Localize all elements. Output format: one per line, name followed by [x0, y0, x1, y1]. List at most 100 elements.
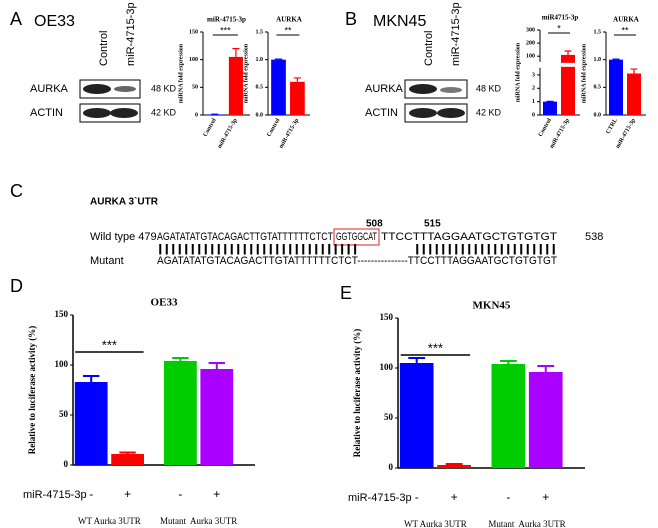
binding-site-box [333, 228, 380, 246]
category-label: miR-4715-3p [278, 117, 300, 149]
band [110, 108, 138, 118]
panel-letter: B [345, 9, 357, 29]
y-tick-label: 0.5 [594, 85, 602, 91]
error-bar [499, 360, 517, 364]
significance: ** [621, 25, 629, 35]
bar [164, 361, 197, 465]
panel-letter: E [340, 283, 352, 303]
category-label: miR-4715-3p [549, 117, 571, 149]
y-tick-label: 50 [59, 409, 69, 419]
band [437, 108, 465, 118]
band [83, 84, 111, 94]
lane-label: Control [423, 31, 435, 66]
y-tick-label: 0 [389, 462, 394, 472]
band [83, 108, 111, 118]
y-tick-label: 200 [526, 40, 535, 46]
row-label: miR-4715-3p [348, 492, 412, 504]
category-label: miR-4715-3p [615, 117, 637, 149]
group-label: WT Aurka 3UTR [78, 516, 141, 526]
bar [399, 363, 434, 468]
y-tick-label: 150 [189, 29, 198, 35]
error-bar [208, 362, 225, 369]
panel-letter: C [10, 181, 23, 201]
y-tick-label: 2 [532, 86, 535, 92]
error-bar [630, 68, 638, 74]
sequence: AGATATATGTACAGACTTGTATTTTTTCTCT---------… [157, 255, 557, 267]
error-bar [564, 50, 572, 55]
binding-site: GGTGGCAT [336, 231, 377, 243]
category-label: - [89, 487, 93, 501]
pairing: ||||||||||||||||||||||||||||||| ||||||||… [157, 243, 557, 255]
y-tick-label: 50 [384, 412, 394, 422]
error-bar [537, 365, 555, 372]
category-label: - [506, 490, 510, 504]
size-label: 42 KD [151, 107, 177, 117]
band [440, 87, 462, 93]
site-start: 508 [366, 219, 383, 230]
error-bar [612, 58, 620, 60]
chart-title: AURKA [276, 16, 302, 24]
error-bar [232, 48, 240, 57]
chart-title: miR-4715-3p [207, 16, 246, 24]
category-label: - [178, 487, 182, 501]
axis-break [536, 61, 580, 68]
y-tick-label: 50 [192, 85, 198, 91]
band [409, 108, 437, 118]
bar [111, 454, 144, 465]
y-axis-label: Relative to luciferase activity (%) [27, 326, 37, 454]
sequence: AGATATATGTACAGACTTGTATTTTTTCTCT [157, 231, 333, 243]
band [114, 86, 136, 92]
bar-break [560, 62, 576, 67]
category-label: Control [203, 117, 218, 138]
significance: ** [284, 25, 292, 35]
category-label: + [451, 490, 458, 504]
y-tick-label: 1.0 [594, 57, 602, 63]
lane-label: Control [98, 31, 110, 66]
y-tick-label: 0.5 [256, 85, 264, 91]
bar [74, 382, 108, 465]
bar [528, 372, 563, 468]
band [409, 84, 437, 94]
chart-title: OE33 [151, 297, 178, 309]
y-tick-label: 100 [526, 54, 535, 60]
panel-letter: A [10, 9, 22, 29]
bar [561, 54, 575, 115]
panel-letter: D [10, 276, 23, 296]
y-tick-label: 1.5 [594, 29, 602, 35]
bar [437, 465, 471, 468]
chart-title: miR4715-3p [542, 14, 579, 22]
chart-title: AURKA [613, 16, 639, 24]
cell-line: MKN45 [373, 13, 426, 30]
error-bar [274, 58, 283, 60]
bar [627, 73, 641, 115]
seq-end: 538 [585, 231, 603, 243]
y-axis-label: miRNA fold expression [243, 43, 249, 103]
site-end: 515 [424, 219, 441, 230]
category-label: + [124, 487, 131, 501]
size-label: 48 KD [151, 83, 177, 93]
protein-label: ACTIN [365, 107, 398, 119]
utr-title: AURKA 3`UTR [90, 197, 159, 208]
size-label: 42 KD [476, 107, 502, 117]
y-tick-label: 3 [532, 72, 535, 78]
bar [200, 369, 234, 465]
cell-line: OE33 [34, 13, 75, 30]
seq-label: Mutant [90, 255, 124, 267]
y-tick-label: 150 [55, 309, 69, 319]
y-tick-label: 0 [532, 112, 535, 118]
significance: * [557, 23, 561, 33]
significance: *** [102, 337, 117, 352]
size-label: 48 KD [476, 83, 502, 93]
y-tick-label: 0.0 [594, 112, 602, 118]
y-tick-label: 100 [189, 57, 198, 63]
lane-label: miR-4715-3p [125, 2, 137, 66]
y-tick-label: 150 [380, 312, 394, 322]
bar [228, 56, 243, 115]
y-tick-label: 0 [64, 459, 69, 469]
group-label: WT Aurka 3UTR [404, 519, 467, 528]
error-bar [83, 375, 100, 382]
bar [271, 59, 286, 115]
category-label: miR-4715-3p [217, 117, 239, 149]
sequence: TTCCTTTAGGAATGCTGTGTGT [381, 231, 557, 243]
